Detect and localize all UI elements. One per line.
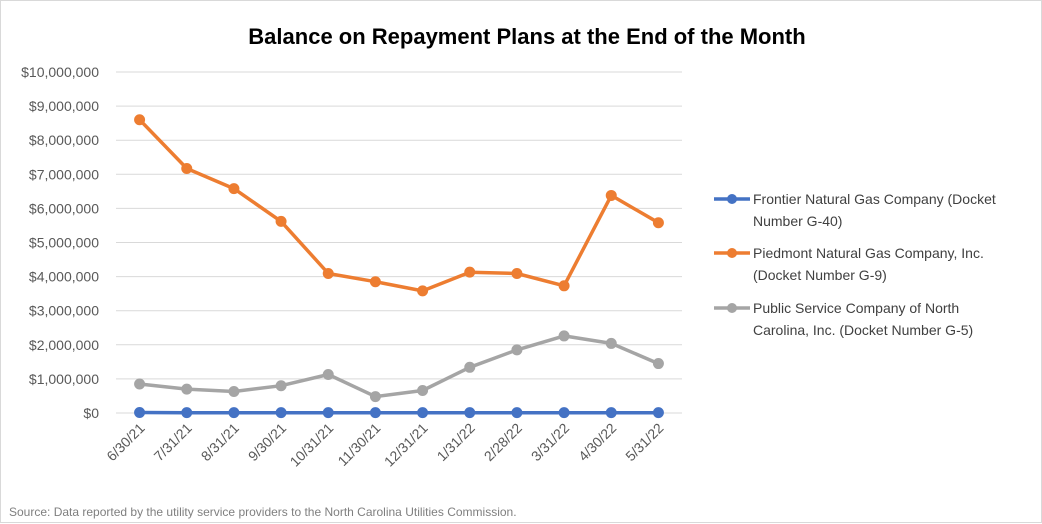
y-tick-label: $10,000,000: [21, 64, 99, 80]
series-2: [135, 115, 664, 296]
y-tick-label: $0: [83, 405, 99, 421]
x-tick-label: 5/31/22: [622, 420, 666, 464]
data-point: [418, 408, 428, 418]
x-tick-label: 7/31/21: [151, 420, 195, 464]
legend-label: Carolina, Inc. (Docket Number G-5): [753, 322, 973, 338]
legend-item-1: Frontier Natural Gas Company (Docket Numb…: [714, 191, 996, 229]
legend-item-2: Piedmont Natural Gas Company, Inc. (Docke…: [714, 245, 984, 283]
data-point: [559, 408, 569, 418]
data-point: [370, 408, 380, 418]
source-note: Source: Data reported by the utility ser…: [9, 505, 517, 519]
y-tick-label: $4,000,000: [29, 269, 99, 285]
y-tick-label: $6,000,000: [29, 200, 99, 216]
data-point: [276, 381, 286, 391]
data-point: [512, 269, 522, 279]
y-axis-ticks: $0 $1,000,000 $2,000,000 $3,000,000 $4,000,0…: [21, 64, 99, 421]
data-point: [653, 218, 663, 228]
legend-label: (Docket Number G-9): [753, 267, 887, 283]
legend-swatch-marker: [727, 194, 737, 204]
data-point: [418, 286, 428, 296]
data-point: [229, 408, 239, 418]
data-point: [135, 407, 145, 417]
data-point: [606, 338, 616, 348]
data-point: [182, 408, 192, 418]
gridlines: [116, 72, 682, 413]
data-point: [323, 269, 333, 279]
data-point: [182, 384, 192, 394]
legend-swatch-marker: [727, 303, 737, 313]
data-point: [135, 115, 145, 125]
legend-label: Frontier Natural Gas Company (Docket: [753, 191, 996, 207]
y-tick-label: $7,000,000: [29, 166, 99, 182]
data-point: [465, 267, 475, 277]
data-point: [606, 190, 616, 200]
data-point: [229, 387, 239, 397]
data-point: [606, 408, 616, 418]
data-point: [512, 345, 522, 355]
data-point: [323, 408, 333, 418]
y-tick-label: $8,000,000: [29, 132, 99, 148]
legend-label: Number G-40): [753, 213, 842, 229]
y-tick-label: $5,000,000: [29, 235, 99, 251]
data-point: [653, 359, 663, 369]
data-point: [370, 277, 380, 287]
series-layer: [135, 115, 664, 418]
data-point: [182, 164, 192, 174]
series-1: [135, 407, 664, 417]
x-tick-label: 9/30/21: [245, 420, 289, 464]
legend: Frontier Natural Gas Company (Docket Numb…: [714, 191, 996, 338]
x-tick-label: 12/31/21: [381, 420, 431, 470]
chart-title: Balance on Repayment Plans at the End of…: [248, 24, 805, 49]
data-point: [653, 408, 663, 418]
data-point: [418, 385, 428, 395]
data-point: [465, 408, 475, 418]
data-point: [512, 408, 522, 418]
data-point: [276, 408, 286, 418]
data-point: [323, 369, 333, 379]
data-point: [135, 379, 145, 389]
y-tick-label: $9,000,000: [29, 98, 99, 114]
x-tick-label: 1/31/22: [434, 420, 478, 464]
x-tick-label: 6/30/21: [103, 420, 147, 464]
y-tick-label: $1,000,000: [29, 371, 99, 387]
legend-item-3: Public Service Company of North Carolina,…: [714, 300, 973, 338]
data-point: [276, 216, 286, 226]
x-tick-label: 10/31/21: [287, 420, 337, 470]
x-tick-label: 2/28/22: [481, 420, 525, 464]
y-tick-label: $3,000,000: [29, 303, 99, 319]
y-tick-label: $2,000,000: [29, 337, 99, 353]
x-tick-label: 11/30/21: [334, 420, 383, 469]
legend-label: Public Service Company of North: [753, 300, 959, 316]
data-point: [559, 281, 569, 291]
series-line: [140, 120, 659, 291]
x-tick-label: 4/30/22: [575, 420, 619, 464]
x-tick-label: 3/31/22: [528, 420, 572, 464]
legend-label: Piedmont Natural Gas Company, Inc.: [753, 245, 984, 261]
data-point: [559, 331, 569, 341]
series-3: [135, 331, 664, 402]
data-point: [370, 392, 380, 402]
data-point: [465, 362, 475, 372]
x-tick-label: 8/31/21: [198, 420, 242, 464]
legend-swatch-marker: [727, 248, 737, 258]
data-point: [229, 184, 239, 194]
